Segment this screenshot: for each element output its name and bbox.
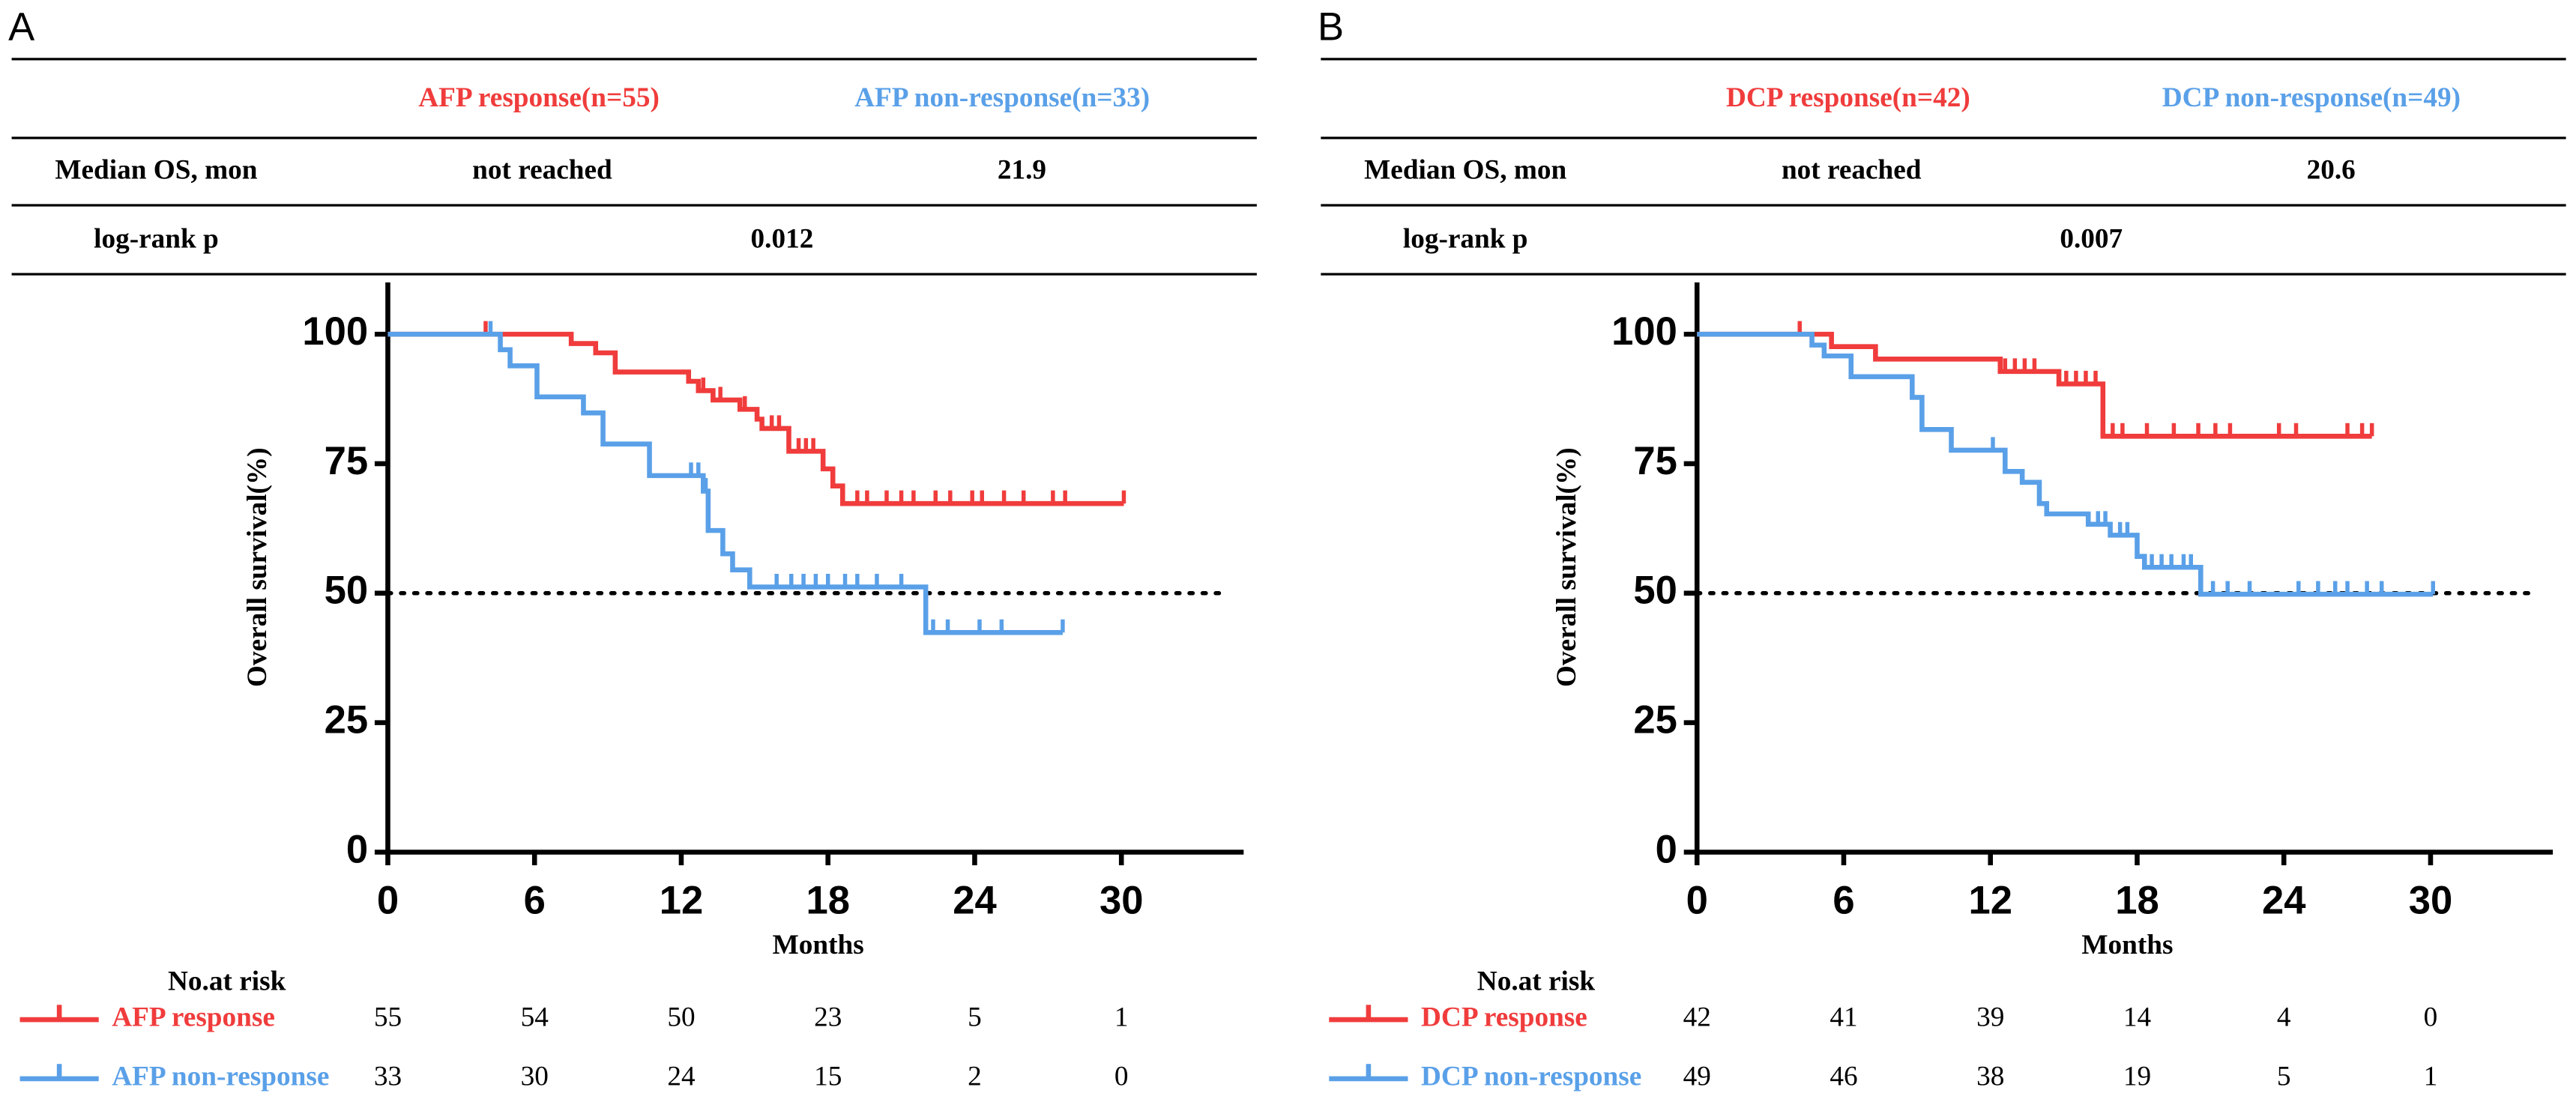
x-tick-label: 24 (953, 878, 997, 922)
risk-count: 49 (1683, 1061, 1711, 1092)
risk-count: 4 (2277, 1002, 2291, 1033)
x-tick-label: 0 (377, 878, 399, 922)
x-tick-label: 0 (1686, 878, 1708, 922)
risk-count: 30 (521, 1061, 549, 1092)
risk-count: 5 (968, 1002, 982, 1033)
table-cell: 0.012 (751, 224, 814, 255)
legend-label: DCP non-response (1421, 1061, 1641, 1092)
table-cell: 21.9 (998, 155, 1046, 186)
risk-table-title: No.at risk (168, 966, 286, 996)
x-tick-label: 18 (2115, 878, 2159, 922)
table-header: DCP non-response(n=49) (2162, 82, 2461, 113)
risk-count: 39 (1976, 1002, 2004, 1033)
panel: A AFP response(n=55) AFP non-response(n=33… (8, 4, 1257, 1092)
risk-count: 0 (2424, 1002, 2438, 1033)
y-axis-label: Overall survival(%) (1551, 447, 1582, 687)
y-axis-label: Overall survival(%) (242, 447, 273, 687)
panel-label: A (8, 4, 34, 49)
y-tick-label: 50 (325, 569, 369, 613)
x-tick-label: 12 (1968, 878, 2012, 922)
risk-count: 33 (374, 1061, 402, 1092)
legend-label: AFP non-response (112, 1061, 329, 1092)
x-axis-label: Months (773, 930, 864, 960)
table-header: DCP response(n=42) (1726, 82, 1970, 113)
risk-count: 24 (667, 1061, 696, 1092)
survival-curve (387, 331, 1124, 506)
survival-curve (1697, 331, 2434, 597)
survival-curve (1697, 331, 2372, 439)
risk-count: 38 (1976, 1061, 2004, 1092)
risk-count: 23 (814, 1002, 842, 1033)
risk-count: 46 (1830, 1061, 1857, 1092)
table-cell: not reached (472, 155, 612, 186)
survival-curve (387, 331, 1063, 635)
risk-count: 1 (1114, 1002, 1129, 1033)
y-tick-label: 50 (1633, 569, 1677, 613)
x-tick-label: 6 (1833, 878, 1854, 922)
risk-table-title: No.at risk (1477, 966, 1596, 996)
x-tick-label: 12 (660, 878, 704, 922)
table-header: AFP non-response(n=33) (854, 82, 1150, 113)
row-label: Median OS, mon (55, 155, 257, 186)
x-tick-label: 30 (1100, 878, 1144, 922)
risk-count: 42 (1683, 1002, 1711, 1033)
x-tick-label: 24 (2262, 878, 2306, 922)
y-tick-label: 25 (1633, 698, 1677, 742)
row-label: Median OS, mon (1364, 155, 1566, 186)
risk-count: 54 (521, 1002, 549, 1033)
y-tick-label: 0 (1656, 827, 1677, 871)
table-cell: not reached (1782, 155, 1922, 186)
panel: B DCP response(n=42) DCP non-response(n=49… (1318, 4, 2566, 1092)
risk-count: 50 (667, 1002, 695, 1033)
y-tick-label: 100 (302, 309, 368, 354)
legend-label: AFP response (112, 1002, 275, 1033)
table-cell: 20.6 (2307, 155, 2356, 186)
row-label: log-rank p (94, 224, 219, 255)
x-tick-label: 6 (524, 878, 546, 922)
y-tick-label: 75 (1633, 439, 1677, 483)
x-tick-label: 30 (2409, 878, 2453, 922)
risk-count: 1 (2424, 1061, 2438, 1092)
y-tick-label: 75 (325, 439, 369, 483)
y-tick-label: 0 (346, 827, 368, 871)
risk-count: 14 (2123, 1002, 2152, 1033)
risk-count: 5 (2277, 1061, 2291, 1092)
legend-label: DCP response (1421, 1002, 1587, 1033)
x-axis-label: Months (2081, 930, 2173, 960)
risk-count: 0 (1114, 1061, 1129, 1092)
risk-count: 15 (814, 1061, 842, 1092)
table-cell: 0.007 (2060, 224, 2123, 255)
risk-count: 2 (968, 1061, 982, 1092)
panel-label: B (1318, 4, 1344, 49)
table-header: AFP response(n=55) (418, 82, 660, 113)
risk-count: 55 (374, 1002, 402, 1033)
risk-count: 19 (2123, 1061, 2151, 1092)
x-tick-label: 18 (806, 878, 850, 922)
risk-count: 41 (1830, 1002, 1857, 1033)
y-tick-label: 25 (325, 698, 369, 742)
row-label: log-rank p (1403, 224, 1528, 255)
y-tick-label: 100 (1611, 309, 1677, 354)
